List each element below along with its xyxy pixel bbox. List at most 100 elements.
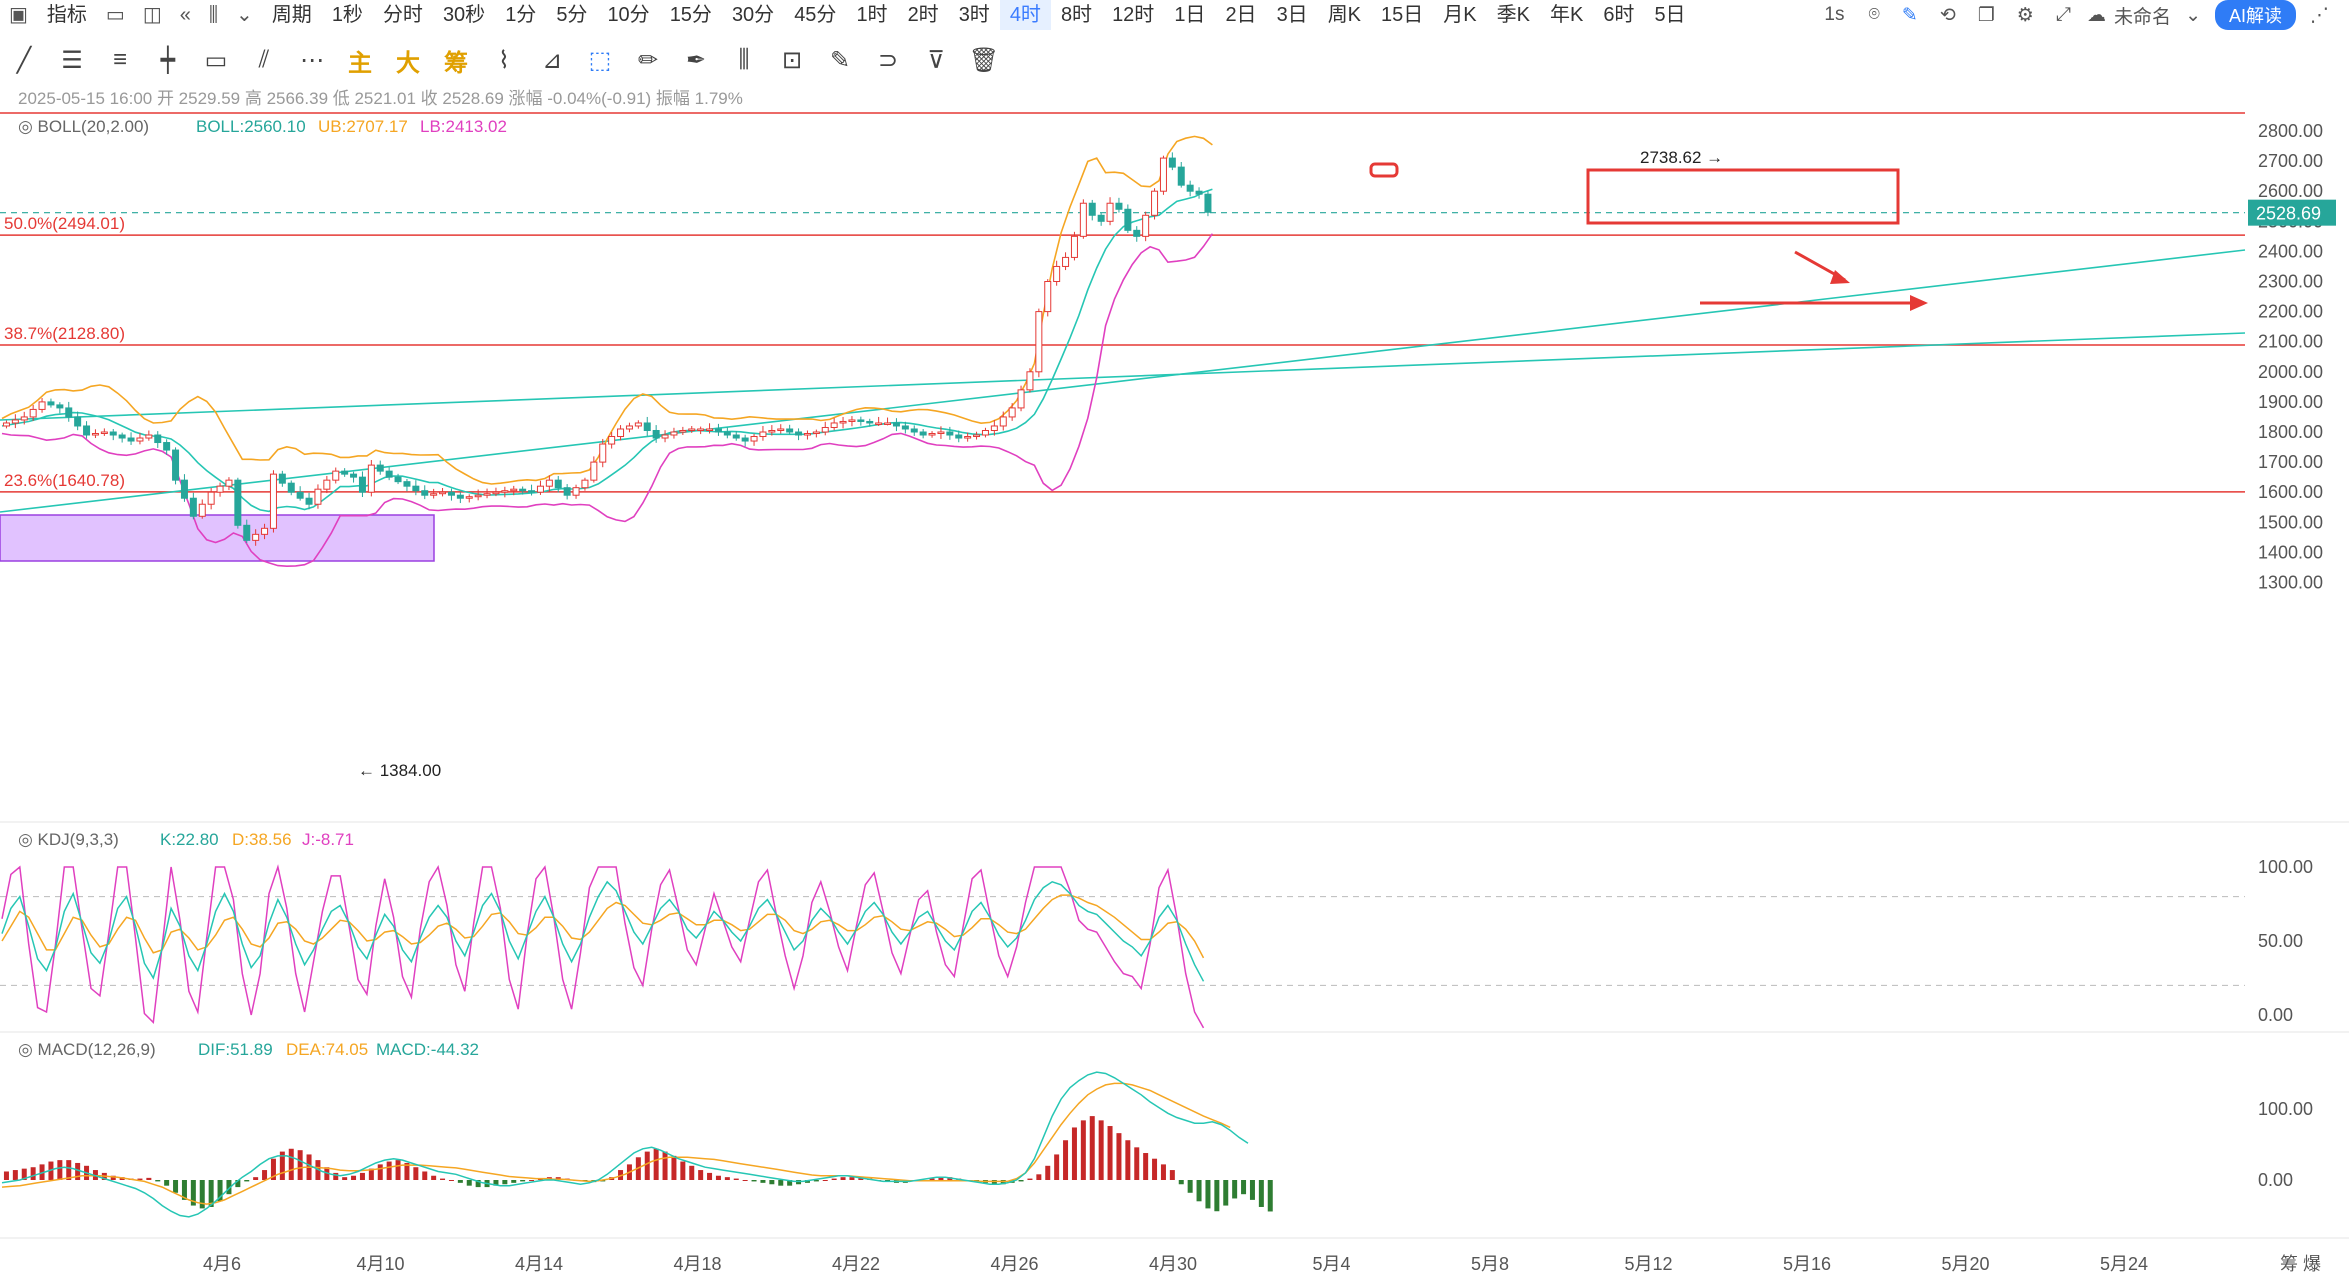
period-item[interactable]: 1日 [1174, 4, 1206, 26]
price-tick-label: 2300.00 [2258, 272, 2323, 292]
interval-label[interactable]: 1s [1824, 4, 1845, 25]
candle-body [412, 485, 420, 492]
ray-tool-icon[interactable]: ┿ [160, 46, 176, 74]
measure-tool-icon[interactable]: ⊿ [541, 46, 563, 74]
macd-hist-bar [502, 1180, 508, 1185]
fib-level-label: 38.7%(2128.80) [4, 324, 125, 343]
candle-body [714, 428, 722, 433]
candle-body [795, 431, 803, 436]
window-icon[interactable]: ▭ [105, 4, 125, 26]
macd-hist-bar [715, 1175, 721, 1180]
period-item[interactable]: 3时 [958, 4, 990, 26]
chevron-down-icon[interactable]: ⌄ [236, 4, 253, 26]
period-item[interactable]: 2日 [1225, 4, 1257, 26]
chip-button[interactable]: 筹 [444, 49, 468, 77]
candle-body [350, 473, 358, 478]
macd-hist-bar [1160, 1164, 1166, 1180]
period-item[interactable]: 6时 [1603, 4, 1635, 26]
line-tool-icon[interactable]: ╱ [16, 46, 32, 74]
candle-body [536, 485, 544, 493]
pen-tool-icon[interactable]: ✏ [637, 46, 659, 74]
chart-type-icon[interactable]: ⫼ [208, 4, 219, 26]
candle-body [590, 461, 598, 481]
candle-body [11, 419, 19, 424]
period-item[interactable]: 2时 [907, 4, 939, 26]
hline-tool-icon[interactable]: ≡ [112, 46, 127, 73]
settings-icon[interactable]: ⚙ [2016, 4, 2034, 26]
layout-icon[interactable]: ◫ [142, 4, 162, 26]
period-item[interactable]: 1分 [505, 4, 537, 26]
main-chart-button[interactable]: 主 [348, 49, 372, 77]
macd-hist-bar [822, 1180, 828, 1181]
period-item[interactable]: 15分 [669, 4, 712, 26]
period-item[interactable]: 5日 [1654, 4, 1686, 26]
period-item[interactable]: 3日 [1276, 4, 1308, 26]
period-item[interactable]: 12时 [1112, 4, 1155, 26]
candle-body [180, 479, 188, 499]
period-item[interactable]: 30秒 [442, 4, 486, 26]
parallel-tool-icon[interactable]: ☰ [61, 46, 83, 74]
period-item[interactable]: 分时 [382, 4, 423, 26]
date-tick-label: 4月10 [356, 1254, 404, 1274]
period-item[interactable]: 10分 [607, 4, 650, 26]
candle-body [65, 407, 73, 418]
highlight-box [1586, 168, 1900, 225]
share-icon[interactable]: ⋰ [2310, 4, 2329, 26]
macd-hist-bar [493, 1180, 499, 1186]
right-arrow-head [1910, 295, 1928, 311]
macd-hist-bar [1054, 1154, 1060, 1180]
indicator-button[interactable]: 指标 [46, 4, 87, 26]
filter-icon[interactable]: ⊽ [927, 46, 945, 74]
notes-icon[interactable]: ✎ [829, 46, 851, 74]
layout-name[interactable]: 未命名 [2114, 6, 2172, 28]
chart-canvas[interactable]: 2800.002700.002600.002500.002400.002300.… [0, 80, 2349, 1285]
candle-body [394, 476, 402, 483]
select-tool-icon[interactable]: ⬚ [588, 46, 612, 74]
period-dropdown[interactable]: 周期 [271, 4, 312, 26]
candle-body [1151, 190, 1159, 216]
period-item[interactable]: 月K [1443, 4, 1477, 26]
camera-icon[interactable]: ⌾ [1868, 4, 1880, 25]
ohlc-info: 2025-05-15 16:00 开 2529.59 高 2566.39 低 2… [18, 89, 743, 108]
candle-body [1168, 157, 1176, 168]
macd-hist-bar [12, 1170, 18, 1180]
period-item[interactable]: 4时 [999, 0, 1051, 30]
large-order-button[interactable]: 大 [396, 49, 420, 77]
trash-icon[interactable]: 🗑 [968, 46, 1000, 74]
period-item[interactable]: 5分 [556, 4, 588, 26]
rect-tool-icon[interactable]: ▭ [204, 46, 228, 74]
macd-hist-bar [689, 1165, 695, 1180]
period-item[interactable]: 年K [1549, 4, 1584, 26]
copy-icon[interactable]: ❐ [1977, 4, 1995, 26]
edit-icon[interactable]: ✎ [1901, 4, 1918, 26]
rewind-icon[interactable]: « [179, 4, 191, 26]
chevron-down-icon[interactable]: ⌄ [2185, 4, 2201, 26]
candle-body [697, 428, 705, 431]
period-item[interactable]: 1秒 [331, 4, 363, 26]
brush-tool-icon[interactable]: ✒ [685, 46, 707, 74]
candle-body [768, 429, 776, 433]
price-tick-label: 1300.00 [2258, 573, 2323, 593]
period-item[interactable]: 8时 [1060, 4, 1093, 26]
indicator-icon[interactable]: ▣ [9, 4, 28, 26]
macd-hist-bar [244, 1180, 250, 1182]
candle-body [723, 431, 731, 436]
pattern-tool-icon[interactable]: ⌇ [498, 46, 510, 74]
period-item[interactable]: 周K [1327, 4, 1362, 26]
replay-icon[interactable]: ⟲ [1939, 4, 1956, 26]
period-item[interactable]: 45分 [794, 4, 837, 26]
macd-hist-bar [1080, 1120, 1086, 1180]
candle-body [287, 482, 295, 493]
candle-tool-icon[interactable]: ⫼ [738, 46, 750, 73]
ai-interpret-button[interactable]: AI解读 [2214, 0, 2296, 30]
magnet-icon[interactable]: ⊃ [877, 46, 899, 74]
period-item[interactable]: 季K [1496, 4, 1530, 26]
more-tools-icon[interactable]: ⋯ [300, 46, 324, 74]
period-item[interactable]: 30分 [731, 4, 775, 26]
lock-icon[interactable]: ⊡ [781, 46, 803, 74]
period-item[interactable]: 15日 [1381, 4, 1424, 26]
fullscreen-icon[interactable]: ⤢ [2055, 4, 2072, 25]
candle-body [1204, 193, 1212, 213]
fib-tool-icon[interactable]: ⫽ [258, 46, 270, 73]
period-item[interactable]: 1时 [856, 4, 888, 26]
